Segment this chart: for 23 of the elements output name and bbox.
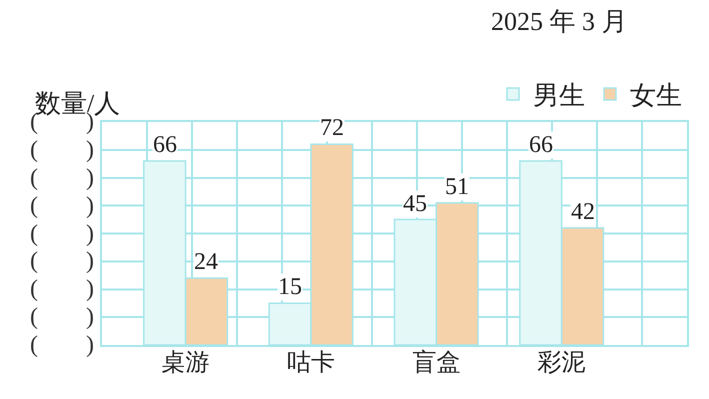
text: ( ) bbox=[30, 137, 94, 163]
x-tick-label: 彩泥 bbox=[538, 350, 586, 376]
data-label: 72 bbox=[320, 115, 344, 141]
text: ( ) bbox=[30, 276, 94, 302]
text: ( ) bbox=[30, 193, 94, 219]
data-label: 15 bbox=[278, 274, 302, 300]
data-label: 51 bbox=[445, 174, 469, 200]
text: ( ) bbox=[30, 332, 94, 358]
text: ( ) bbox=[30, 304, 94, 330]
data-label: 24 bbox=[194, 249, 218, 275]
text: ( ) bbox=[30, 221, 94, 247]
data-label: 42 bbox=[571, 199, 595, 225]
legend-label: 女生 bbox=[630, 81, 682, 110]
chart-title: 2025 年 3 月 bbox=[490, 7, 628, 36]
data-label: 66 bbox=[529, 132, 553, 158]
data-label: 45 bbox=[403, 191, 427, 217]
x-tick-label: 咕卡 bbox=[286, 350, 335, 376]
x-tick-label: 桌游 bbox=[162, 350, 210, 376]
legend-label: 男生 bbox=[533, 81, 585, 110]
x-tick-label: 盲盒 bbox=[412, 349, 460, 376]
text: ( ) bbox=[30, 165, 94, 191]
text: ( ) bbox=[30, 248, 94, 274]
data-label: 66 bbox=[153, 132, 177, 158]
